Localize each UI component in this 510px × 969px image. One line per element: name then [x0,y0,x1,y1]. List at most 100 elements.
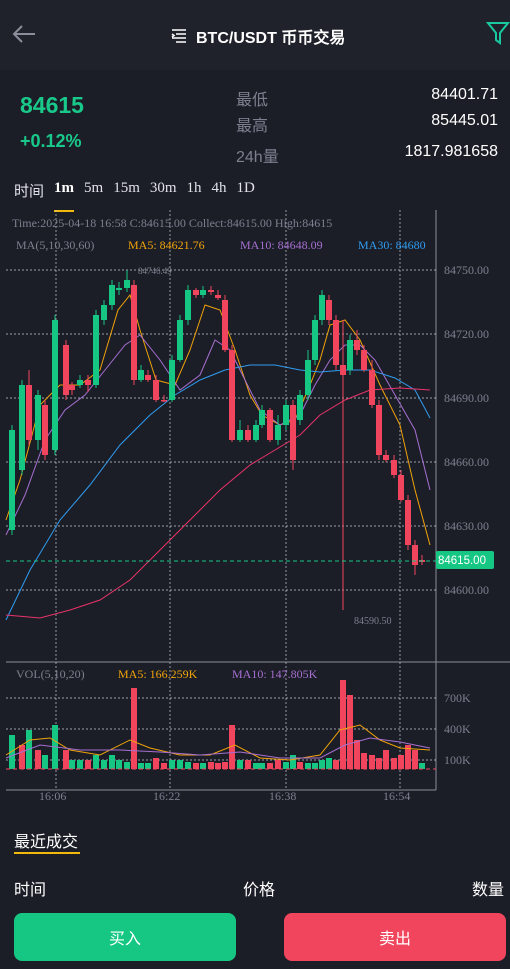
candle-body [193,290,199,295]
pair-title: BTC/USDT 币币交易 [196,30,346,47]
volume-bar [42,755,48,769]
candle-body [9,430,15,530]
candle-body [237,430,243,440]
volume-bar [124,762,130,769]
candle-body [169,360,175,400]
volume-bar [153,758,159,769]
volume-bar [69,760,75,769]
tab-5m[interactable]: 5m [84,180,104,196]
vol-ma5-value: MA5: 166.259K [118,667,198,681]
current-price-tag-text: 84615.00 [438,555,486,567]
tab-1h[interactable]: 1h [186,180,202,196]
buy-button[interactable]: 买入 [14,913,236,961]
timeframe-label: 时间 [14,183,45,200]
candle-body [391,460,397,475]
candle-body [77,380,83,385]
volume-bar [222,762,228,769]
candle-body [93,315,99,385]
filter-icon[interactable] [486,20,510,46]
volume-bar [283,762,289,769]
candle-body [253,425,259,440]
current-price-tag [436,551,494,569]
candle-body [138,370,144,380]
volume-ma-lines [5,724,436,770]
vol-tick-label: 400K [444,722,471,736]
volume-bar [109,755,115,769]
candle-body [290,405,296,460]
volume-bar [85,760,91,769]
candle-body [52,320,58,450]
tab-1d[interactable]: 1D [236,180,255,196]
timeframe-tabs: 时间 1m 5m 15m 30m 1h 4h 1D [14,178,255,212]
menu-icon[interactable] [170,27,188,45]
volume-bar [229,725,235,769]
moving-average-lines [5,293,431,621]
tab-1m[interactable]: 1m [54,178,75,212]
volume-bar [19,745,25,769]
volume-bar [145,763,151,769]
time-tick-label: 16:38 [269,789,296,803]
volume-bar [131,688,137,769]
candle-body [283,405,289,425]
volume-bar [312,763,318,769]
price-change: +0.12% [20,131,82,151]
info-row: Time:2025-04-18 16:58 C:84615.00 Collect… [12,216,332,230]
volume-bar [177,760,183,769]
volume-bar [169,760,175,769]
tab-30m[interactable]: 30m [149,180,177,196]
price-tick-label: 84750.00 [444,263,489,277]
ma30-value: MA30: 84680 [358,238,426,252]
candle-body [26,385,32,440]
volume-bar [161,763,167,769]
last-price: 84615 [20,92,84,118]
price-tick-label: 84630.00 [444,519,489,533]
volume-bar [398,755,404,769]
candle-body [19,385,25,470]
volume-row: 24h量 1817.981658 [236,143,498,166]
volume-bar [185,762,191,769]
volume-bar [326,758,332,769]
candle-body [267,410,273,440]
candle-body [42,405,48,455]
candle-body [376,405,382,455]
sell-button[interactable]: 卖出 [284,913,506,961]
candle-body [412,545,418,565]
volume-bar [412,750,418,769]
volume-bar [305,763,311,769]
col-qty: 数量 [472,882,505,899]
candle-body [275,425,281,440]
tab-15m[interactable]: 15m [113,180,140,196]
candle-body [312,320,318,360]
volume-bar [208,762,214,769]
candle-body [208,290,214,292]
kline-chart[interactable]: 84750.00 84720.00 84690.00 84660.00 84630.00… [0,210,510,810]
high-row: 最高 85445.01 [236,112,498,135]
volume-bar [9,735,15,769]
volume-bar [383,750,389,769]
volume-bar [333,760,339,769]
candle-body [131,285,137,380]
volume-bar [101,760,107,769]
min-marker: 84590.50 [354,616,392,627]
volume-value: 1817.981658 [404,143,498,160]
volume-bar [405,745,411,769]
recent-trades-title[interactable]: 最近成交 [14,834,79,851]
volume-bar [259,763,265,769]
candlesticks [9,270,425,610]
low-label: 最低 [236,92,269,109]
ma5-line [5,293,431,546]
back-arrow-icon[interactable] [10,20,38,48]
axis-labels: 84750.00 84720.00 84690.00 84660.00 84630.00… [39,263,489,803]
volume-bar [267,763,273,769]
ma5-value: MA5: 84621.76 [128,238,205,252]
volume-bar [369,755,375,769]
candle-body [361,350,367,370]
tab-4h[interactable]: 4h [211,180,227,196]
volume-bar [340,680,346,769]
candle-body [398,475,404,500]
candle-body [369,370,375,405]
candle-body [305,360,311,395]
time-tick-label: 16:22 [153,789,180,803]
price-tick-label: 84600.00 [444,583,489,597]
candle-body [222,300,228,350]
